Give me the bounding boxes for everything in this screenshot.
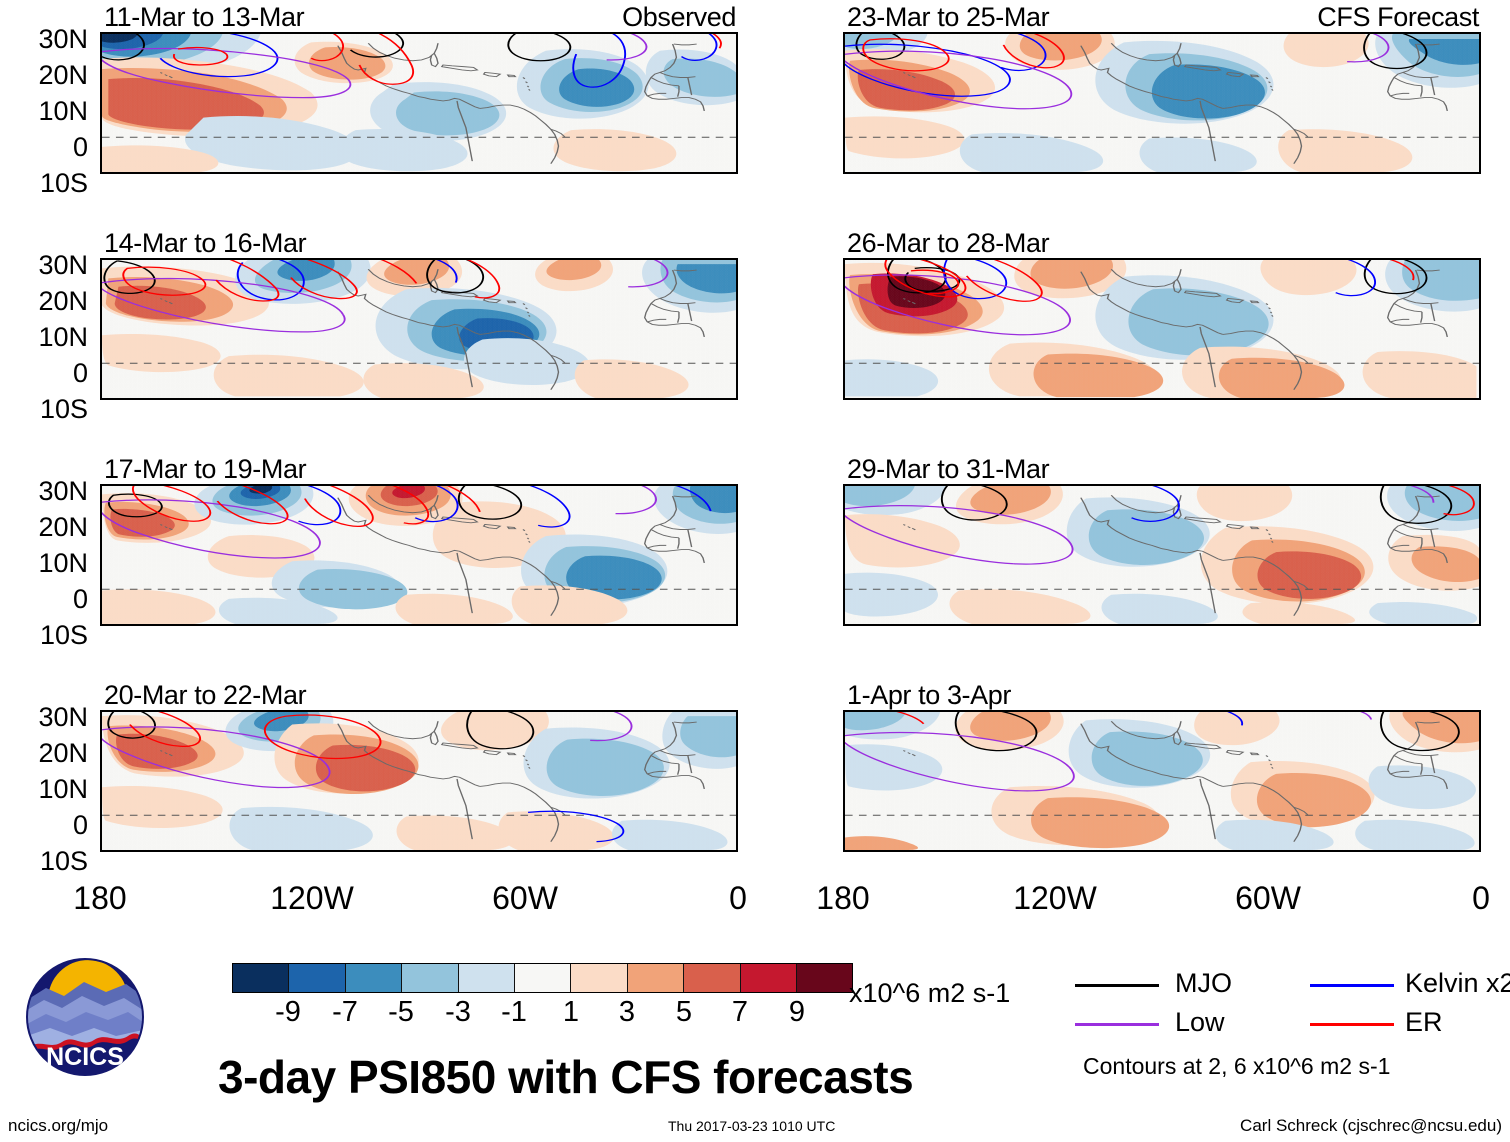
y-tick-label-20n-row1: 20N — [38, 60, 88, 90]
colorbar-swatch-4 — [458, 964, 515, 992]
colorbar-swatch-7 — [627, 964, 685, 992]
colorbar-swatch-6 — [571, 964, 628, 992]
panel-title-obs-4: 20-Mar to 22-Mar — [104, 680, 307, 710]
legend-label-kelvin: Kelvin x2 — [1405, 968, 1510, 998]
map-obs-3 — [100, 484, 738, 626]
colorbar-unit-label: x10^6 m2 s-1 — [849, 978, 1011, 1008]
colorbar-swatch-5 — [514, 964, 572, 992]
map-cfs-3 — [843, 484, 1481, 626]
colorbar-tick-3: 3 — [618, 996, 636, 1028]
legend-line-low — [1075, 1023, 1159, 1026]
panel-title-cfs-3: 29-Mar to 31-Mar — [847, 454, 1050, 484]
colorbar-swatch-0 — [233, 964, 290, 992]
legend-label-low: Low — [1175, 1007, 1225, 1037]
panel-obs-4: 20-Mar to 22-Mar — [100, 680, 738, 852]
panel-cfs-3: 29-Mar to 31-Mar — [843, 454, 1481, 626]
column-header-cfs-forecast: CFS Forecast — [1317, 2, 1479, 32]
map-cfs-2 — [843, 258, 1481, 400]
contour-interval-note: Contours at 2, 6 x10^6 m2 s-1 — [1083, 1053, 1391, 1079]
y-tick-label-10s-row1: 10S — [39, 168, 88, 198]
y-tick-label-10n-row4: 10N — [38, 774, 88, 804]
y-tick-label-10s-row2: 10S — [39, 394, 88, 424]
colorbar-tick--1: -1 — [501, 996, 527, 1028]
y-tick-label-30n-row1: 30N — [38, 24, 88, 54]
panel-title-cfs-1: 23-Mar to 25-Mar — [847, 2, 1050, 32]
x-tick-label-60w-right: 60W — [1235, 880, 1301, 916]
legend-label-er: ER — [1405, 1007, 1443, 1037]
panel-obs-2: 14-Mar to 16-Mar — [100, 228, 738, 400]
y-tick-label-0-row2: 0 — [72, 358, 88, 388]
colorbar-swatch-9 — [740, 964, 797, 992]
y-tick-label-0-row3: 0 — [72, 584, 88, 614]
colorbar-tick-5: 5 — [675, 996, 693, 1028]
footer-author-contact[interactable]: Carl Schreck (cjschrec@ncsu.edu) — [1240, 1116, 1502, 1135]
colorbar-swatch-10 — [796, 964, 853, 992]
colorbar-swatch-2 — [345, 964, 403, 992]
panel-obs-1: 11-Mar to 13-Mar Observed — [100, 2, 738, 174]
x-tick-label-60w-left: 60W — [492, 880, 558, 916]
panel-cfs-1: 23-Mar to 25-Mar CFS Forecast — [843, 2, 1481, 174]
y-tick-label-30n-row3: 30N — [38, 476, 88, 506]
legend-line-er — [1310, 1023, 1394, 1026]
y-tick-label-10s-row3: 10S — [39, 620, 88, 650]
x-tick-label-180-right: 180 — [816, 880, 870, 916]
y-tick-label-0-row1: 0 — [72, 132, 88, 162]
colorbar-tick-7: 7 — [731, 996, 749, 1028]
colorbar-swatch-8 — [684, 964, 741, 992]
x-tick-label-180-left: 180 — [73, 880, 127, 916]
panel-title-obs-2: 14-Mar to 16-Mar — [104, 228, 307, 258]
map-obs-4 — [100, 710, 738, 852]
map-obs-2 — [100, 258, 738, 400]
footer-timestamp: Thu 2017-03-23 1010 UTC — [668, 1118, 836, 1134]
y-tick-label-10n-row1: 10N — [38, 96, 88, 126]
y-tick-label-20n-row2: 20N — [38, 286, 88, 316]
colorbar-swatch-3 — [402, 964, 459, 992]
y-tick-label-10s-row4: 10S — [39, 846, 88, 876]
colorbar-tick--7: -7 — [332, 996, 358, 1028]
x-tick-label-0-right: 0 — [1472, 880, 1490, 916]
y-tick-label-10n-row2: 10N — [38, 322, 88, 352]
legend-line-kelvin — [1310, 984, 1394, 987]
ncics-logo: NCICS — [20, 952, 150, 1082]
panel-title-cfs-2: 26-Mar to 28-Mar — [847, 228, 1050, 258]
map-cfs-4 — [843, 710, 1481, 852]
y-tick-label-0-row4: 0 — [72, 810, 88, 840]
y-tick-label-10n-row3: 10N — [38, 548, 88, 578]
map-obs-1 — [100, 32, 738, 174]
colorbar-tick--5: -5 — [388, 996, 414, 1028]
colorbar-swatch-1 — [289, 964, 346, 992]
colorbar-tick--9: -9 — [275, 996, 301, 1028]
panel-obs-3: 17-Mar to 19-Mar — [100, 454, 738, 626]
ncics-logo-text: NCICS — [46, 1043, 124, 1071]
panel-title-obs-3: 17-Mar to 19-Mar — [104, 454, 307, 484]
colorbar-tick--3: -3 — [445, 996, 471, 1028]
column-header-observed: Observed — [622, 2, 736, 32]
map-cfs-1 — [843, 32, 1481, 174]
x-tick-label-120w-right: 120W — [1013, 880, 1097, 916]
legend-label-mjo: MJO — [1175, 968, 1232, 998]
x-tick-label-120w-left: 120W — [270, 880, 354, 916]
panel-cfs-2: 26-Mar to 28-Mar — [843, 228, 1481, 400]
panel-title-cfs-4: 1-Apr to 3-Apr — [847, 680, 1011, 710]
panel-title-obs-1: 11-Mar to 13-Mar — [104, 2, 305, 32]
colorbar-tick-9: 9 — [788, 996, 806, 1028]
colorbar — [232, 963, 854, 993]
ncics-logo-graphic: NCICS — [26, 958, 144, 1076]
colorbar-tick-1: 1 — [562, 996, 580, 1028]
colorbar-ticks: -9 -7 -5 -3 -1 1 3 5 7 9 — [232, 996, 852, 1036]
x-tick-label-0-left: 0 — [729, 880, 747, 916]
legend-line-mjo — [1075, 984, 1159, 987]
y-tick-label-30n-row2: 30N — [38, 250, 88, 280]
panel-cfs-4: 1-Apr to 3-Apr — [843, 680, 1481, 852]
main-title: 3-day PSI850 with CFS forecasts — [218, 1051, 914, 1103]
y-tick-label-20n-row3: 20N — [38, 512, 88, 542]
footer-site-link[interactable]: ncics.org/mjo — [8, 1116, 109, 1135]
y-tick-label-20n-row4: 20N — [38, 738, 88, 768]
y-tick-label-30n-row4: 30N — [38, 702, 88, 732]
